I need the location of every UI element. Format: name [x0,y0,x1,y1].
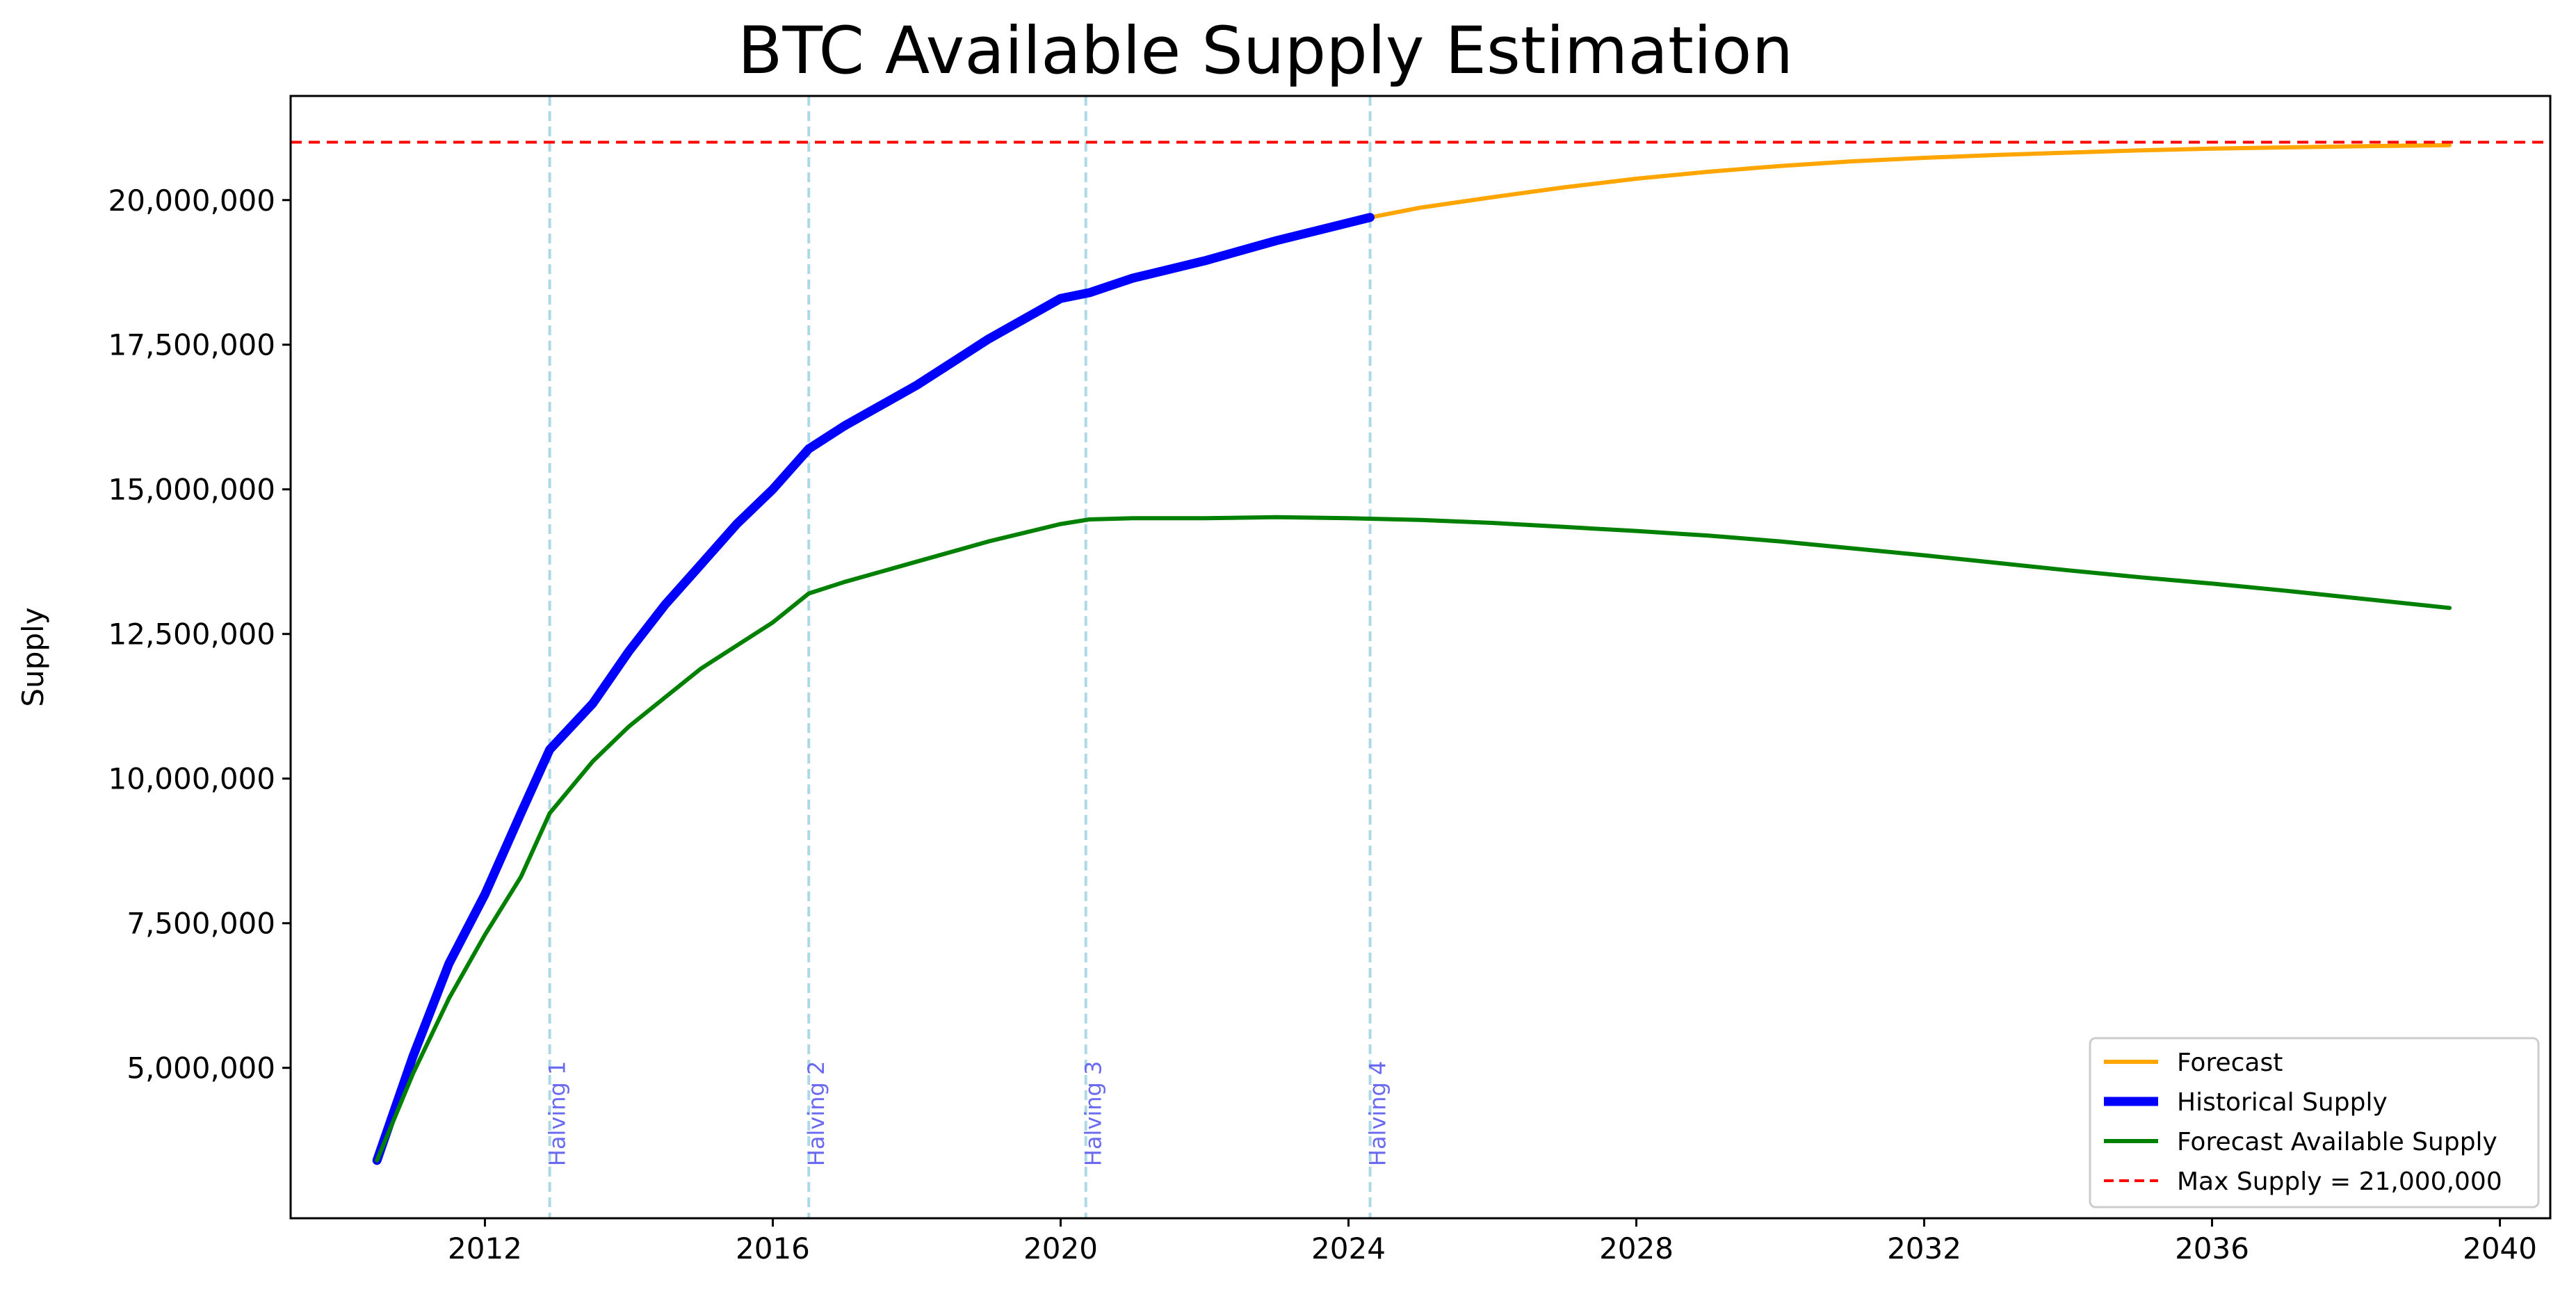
halving-label-2: Halving 2 [803,1061,829,1167]
y-tick-label: 5,000,000 [127,1051,275,1085]
legend-label-1: Forecast [2177,1049,2283,1077]
x-tick-label: 2020 [1023,1231,1098,1266]
y-tick-label: 10,000,000 [108,762,275,796]
plot-area: Halving 1 Halving 2 Halving 3 Halving 4 2012… [108,95,2552,1266]
series-line-1 [1368,143,2452,220]
y-tick-label: 15,000,000 [108,473,275,507]
x-tick-label: 2028 [1599,1231,1674,1266]
series-line-3 [375,515,2452,1163]
legend: Forecast Historical Supply Forecast Availa… [2089,1037,2540,1209]
halving-label-1: Halving 1 [544,1061,571,1167]
plot-frame [289,95,2552,1220]
legend-label-3: Forecast Available Supply [2177,1128,2497,1156]
y-axis-label: Supply [16,607,50,706]
x-tick-label: 2024 [1311,1231,1386,1266]
halving-label-3: Halving 3 [1080,1061,1107,1167]
x-tick-label: 2032 [1887,1231,1961,1266]
x-tick-label: 2012 [448,1231,522,1266]
y-tick-label: 7,500,000 [127,907,275,941]
x-tick-label: 2016 [736,1231,810,1266]
chart-title: BTC Available Supply Estimation [738,13,1793,89]
y-tick-label: 20,000,000 [108,184,275,218]
legend-label-4: Max Supply = 21,000,000 [2177,1167,2502,1196]
x-tick-label: 2036 [2175,1231,2249,1266]
halving-label-4: Halving 4 [1365,1061,1391,1167]
legend-label-2: Historical Supply [2177,1088,2388,1117]
series-line-2 [372,213,1375,1165]
x-tick-label: 2040 [2463,1231,2537,1266]
y-tick-label: 17,500,000 [108,328,275,362]
legend-box [2089,1037,2540,1209]
y-tick-label: 12,500,000 [108,617,275,652]
